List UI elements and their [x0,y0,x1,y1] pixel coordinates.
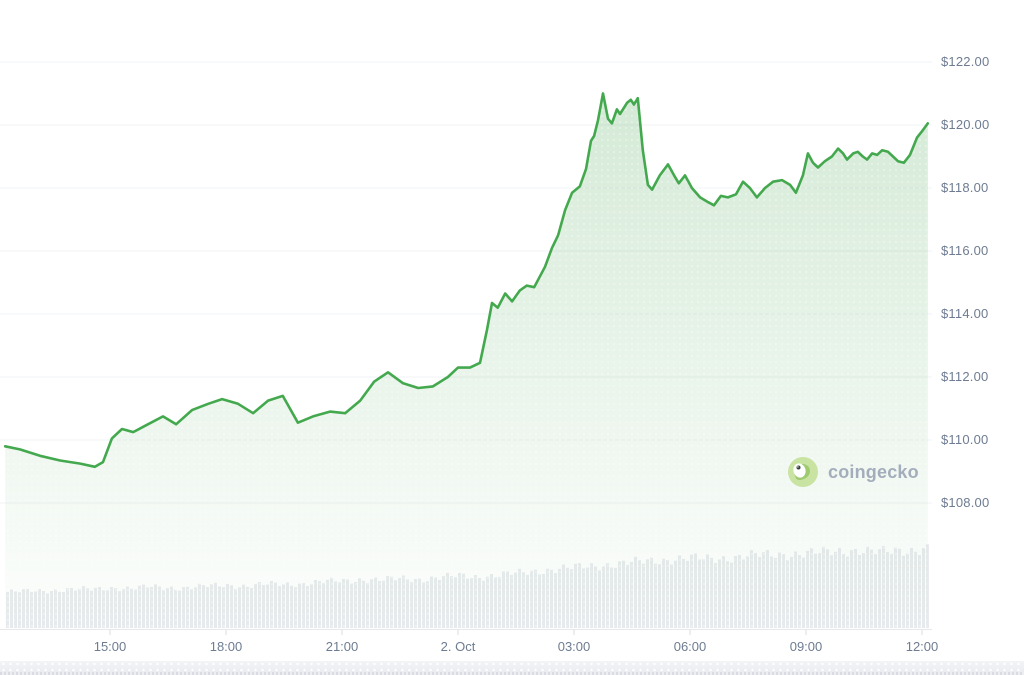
y-axis-label: $118.00 [941,180,989,195]
coingecko-watermark: coingecko [787,456,919,488]
x-axis-label: 03:00 [557,639,591,654]
coingecko-watermark-text: coingecko [828,461,919,482]
y-axis-label: $110.00 [941,432,989,447]
x-axis-label: 09:00 [789,639,823,654]
y-axis-label: $122.00 [941,54,990,69]
y-axis-label: $108.00 [941,495,990,510]
range-strip-minibars [0,672,1024,675]
range-strip-texture [0,661,1024,675]
x-axis-label: 12:00 [905,639,939,654]
x-axis-label: 18:00 [209,639,243,654]
x-axis-label: 15:00 [93,639,127,654]
y-axis-label: $120.00 [941,117,990,132]
y-axis-label: $116.00 [941,243,989,258]
x-axis-label: 2. Oct [440,639,476,654]
price-area-dot-texture [5,93,928,628]
x-axis-label: 06:00 [673,639,707,654]
y-axis-label: $112.00 [941,369,989,384]
price-line [3,92,930,469]
x-axis-label: 21:00 [325,639,359,654]
y-axis-label: $114.00 [941,306,989,321]
coingecko-gecko-icon [788,457,818,487]
range-selector-strip[interactable] [0,661,1024,675]
